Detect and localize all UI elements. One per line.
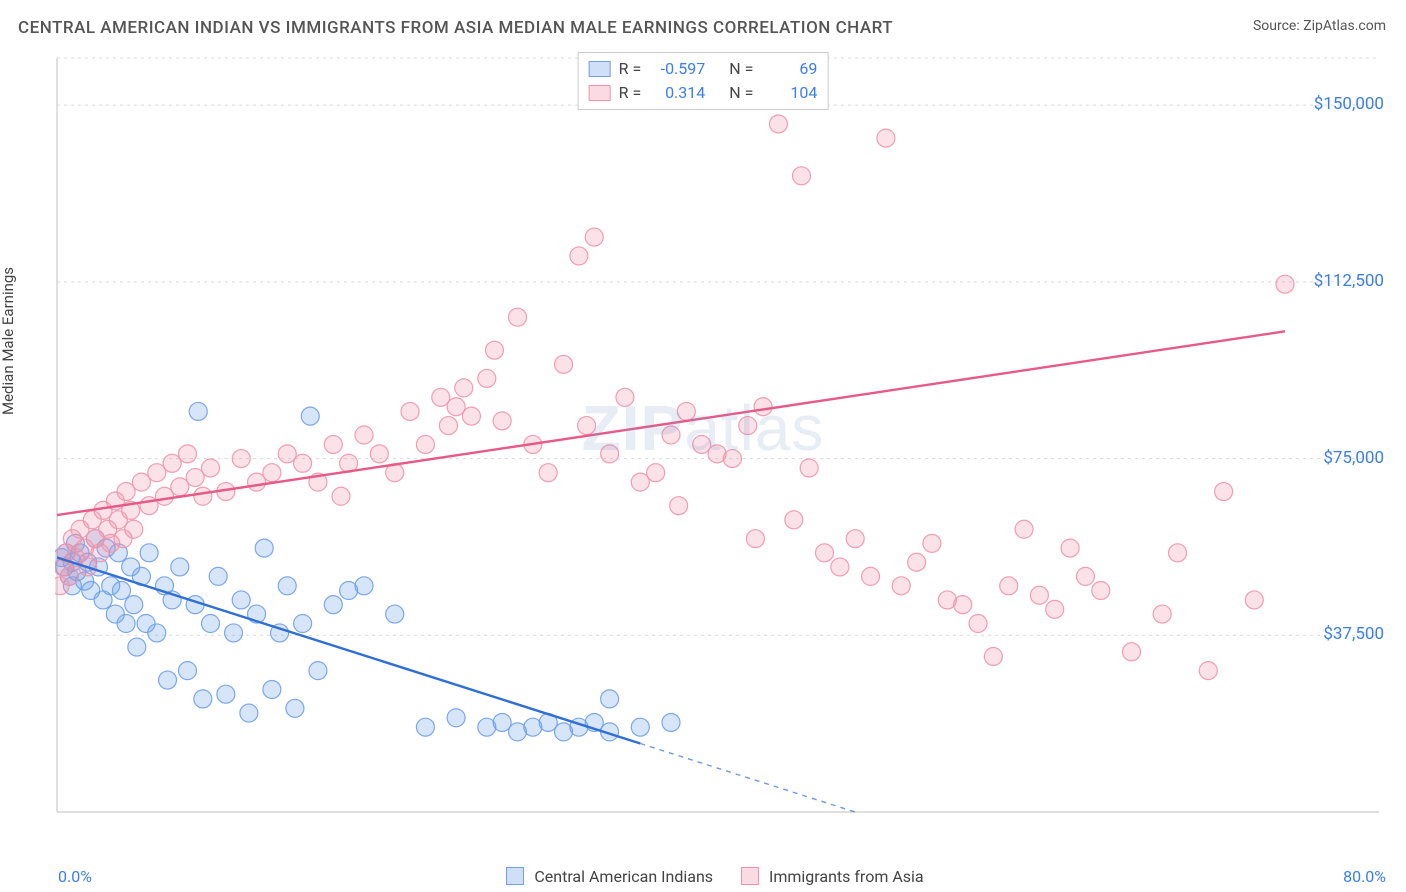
y-tick: $75,000 — [1323, 448, 1384, 468]
legend-row-cai: R =-0.597 N =69 — [589, 57, 818, 81]
r-value-asia: 0.314 — [649, 81, 705, 105]
chart-title: CENTRAL AMERICAN INDIAN VS IMMIGRANTS FR… — [18, 18, 893, 38]
series-legend: Central American Indians Immigrants from… — [0, 867, 1406, 886]
legend-swatch-cai — [589, 61, 611, 77]
source-link[interactable]: ZipAtlas.com — [1303, 18, 1386, 34]
chart-area — [55, 50, 1385, 840]
legend-row-asia: R =0.314 N =104 — [589, 81, 818, 105]
y-tick: $112,500 — [1314, 271, 1384, 291]
y-tick: $150,000 — [1314, 94, 1384, 114]
y-axis-label: Median Male Earnings — [0, 267, 17, 415]
source-prefix: Source: — [1253, 18, 1303, 34]
series-label-cai: Central American Indians — [534, 867, 713, 886]
y-tick: $37,500 — [1323, 624, 1384, 644]
series-label-asia: Immigrants from Asia — [769, 867, 924, 886]
legend-swatch-cai-bottom — [506, 867, 524, 885]
n-value-asia: 104 — [761, 81, 817, 105]
scatter-plot — [55, 50, 1385, 840]
correlation-legend: R =-0.597 N =69 R =0.314 N =104 — [578, 52, 829, 110]
legend-swatch-asia — [589, 85, 611, 101]
r-value-cai: -0.597 — [649, 57, 705, 81]
source-attribution: Source: ZipAtlas.com — [1253, 18, 1386, 34]
legend-swatch-asia-bottom — [741, 867, 759, 885]
n-value-cai: 69 — [761, 57, 817, 81]
